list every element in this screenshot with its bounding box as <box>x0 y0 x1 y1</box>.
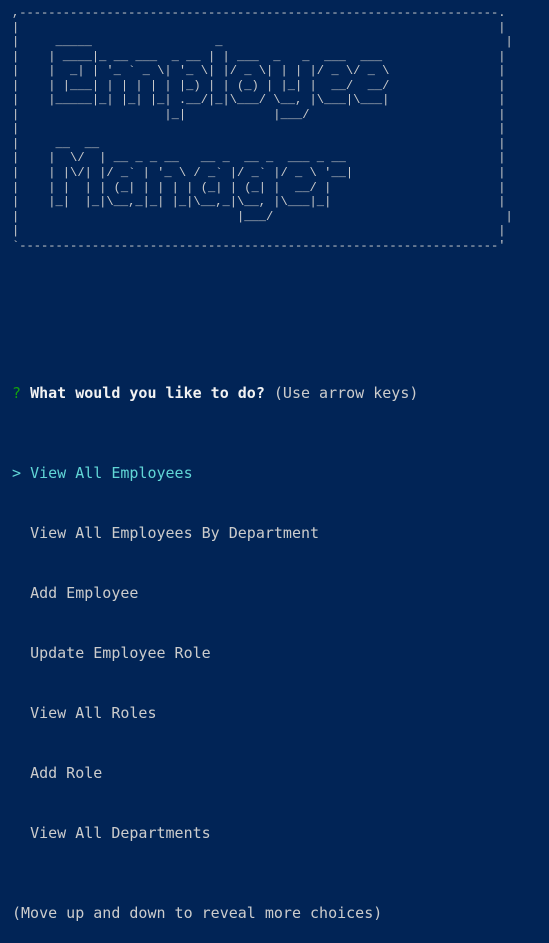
choice-view-all-employees[interactable]: > View All Employees <box>12 463 418 483</box>
ascii-banner: ,---------------------------------------… <box>12 6 513 253</box>
choice-view-all-roles[interactable]: View All Roles <box>12 703 418 723</box>
pointer-icon: > <box>12 464 22 482</box>
choice-add-employee[interactable]: Add Employee <box>12 583 418 603</box>
choice-update-employee-role[interactable]: Update Employee Role <box>12 643 418 663</box>
more-choices-hint: (Move up and down to reveal more choices… <box>12 904 383 922</box>
prompt-question-line: ? What would you like to do? (Use arrow … <box>12 383 418 403</box>
choice-label: View All Departments <box>30 824 211 842</box>
choice-add-role[interactable]: Add Role <box>12 763 418 783</box>
choice-label: Add Employee <box>30 584 139 602</box>
prompt-question: What would you like to do? <box>30 384 265 402</box>
choice-label: View All Employees By Department <box>30 524 320 542</box>
inquirer-list-prompt: ? What would you like to do? (Use arrow … <box>12 343 418 943</box>
choice-view-all-employees-by-department[interactable]: View All Employees By Department <box>12 523 418 543</box>
choice-label: Add Role <box>30 764 103 782</box>
choice-label: View All Employees <box>30 464 193 482</box>
question-mark-icon: ? <box>12 384 22 402</box>
prompt-hint: (Use arrow keys) <box>273 384 419 402</box>
choice-label: Update Employee Role <box>30 644 211 662</box>
choice-view-all-departments[interactable]: View All Departments <box>12 823 418 843</box>
choice-label: View All Roles <box>30 704 157 722</box>
